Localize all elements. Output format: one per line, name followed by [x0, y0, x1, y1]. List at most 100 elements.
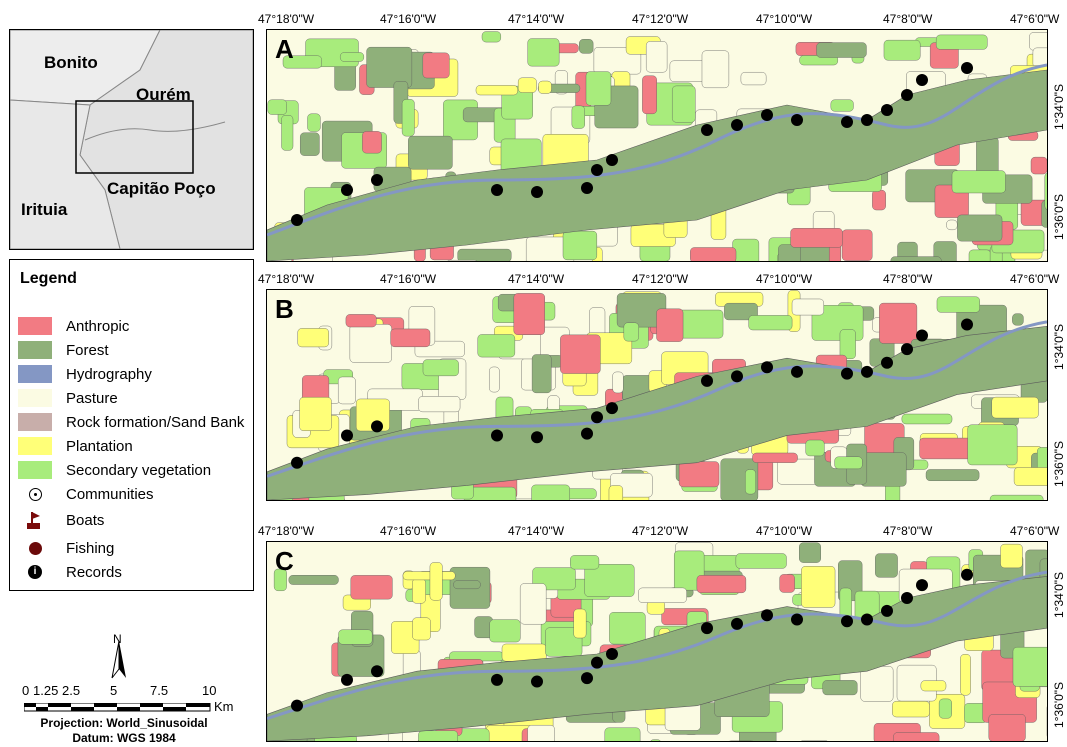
record-marker [291, 699, 303, 712]
legend-item-hydrography: Hydrography [18, 364, 152, 384]
record-marker [841, 116, 853, 128]
record-marker [901, 89, 913, 101]
record-marker [591, 656, 603, 669]
land-cover-patch [800, 740, 828, 741]
record-marker [606, 647, 618, 660]
land-cover-patch [799, 542, 821, 563]
legend-item-forest: Forest [18, 340, 109, 360]
land-cover-patch [481, 31, 501, 43]
inset-map: Bonito Ourém Irituia Capitão Poço [9, 29, 254, 250]
land-cover-patch [350, 575, 393, 600]
land-cover-patch [801, 566, 836, 608]
land-cover-patch [791, 298, 824, 316]
legend: Legend Anthropic Forest Hydrography Past… [9, 259, 254, 591]
legend-label: Hydrography [66, 365, 152, 383]
record-marker [371, 420, 383, 433]
legend-item-boats: Boats [18, 510, 104, 530]
latitude-tick-label: 1°36'0"S [1052, 681, 1066, 728]
land-cover-patch [1000, 543, 1023, 569]
land-cover-patch [839, 329, 856, 359]
land-cover-patch [519, 583, 547, 625]
record-marker [531, 431, 543, 444]
land-cover-patch [919, 437, 974, 460]
land-cover-patch [642, 75, 657, 115]
record-marker [861, 613, 873, 626]
record-marker [291, 214, 303, 226]
land-cover-patch [545, 627, 583, 657]
land-cover-patch [883, 39, 921, 61]
land-cover-patch [307, 113, 321, 132]
land-cover-patch [748, 315, 793, 331]
scale-tick: 0 [22, 683, 30, 698]
land-cover-patch [701, 50, 730, 89]
record-marker [341, 673, 353, 686]
land-cover-patch [1029, 32, 1047, 51]
land-cover-patch [422, 52, 450, 79]
land-cover-patch [892, 701, 930, 718]
latitude-tick-label: 1°34'0"S [1052, 323, 1066, 370]
inset-label-bonito: Bonito [44, 53, 98, 72]
land-cover-patch [745, 469, 756, 495]
latitude-tick-label: 1°34'0"S [1052, 571, 1066, 618]
land-cover-patch [951, 170, 1006, 194]
land-cover-patch [282, 55, 322, 69]
land-cover-patch [841, 229, 873, 261]
land-cover-patch [453, 580, 481, 590]
record-marker [591, 411, 603, 424]
record-marker [881, 604, 893, 617]
land-cover-patch [646, 600, 665, 615]
record-marker [961, 568, 973, 581]
land-cover-patch [412, 578, 426, 604]
land-cover-patch [584, 564, 635, 597]
record-marker [916, 579, 928, 592]
land-cover-patch [579, 39, 594, 54]
latitude-tick-label: 1°36'0"S [1052, 440, 1066, 487]
land-cover-patch [646, 41, 668, 73]
record-marker [961, 318, 973, 331]
legend-title: Legend [20, 270, 77, 287]
land-cover-patch [560, 334, 601, 374]
legend-label: Plantation [66, 437, 133, 455]
longitude-tick-label: 47°10'0"W [756, 12, 813, 26]
record-marker [761, 609, 773, 622]
land-cover-patch [547, 395, 560, 412]
land-cover-patch [527, 38, 560, 67]
longitude-tick-label: 47°14'0"W [508, 272, 565, 286]
longitude-tick-label: 47°14'0"W [508, 12, 565, 26]
land-cover-patch [816, 42, 867, 58]
record-marker [581, 427, 593, 440]
legend-item-communities: Communities [18, 484, 154, 504]
land-cover-patch [408, 135, 453, 170]
record-marker [901, 591, 913, 604]
record-marker [731, 617, 743, 630]
map-panel-b: B [266, 289, 1048, 501]
land-cover-patch [489, 366, 500, 393]
legend-item-records: i Records [18, 562, 122, 582]
legend-label: Secondary vegetation [66, 461, 212, 479]
longitude-tick-label: 47°6'0"W [1010, 12, 1060, 26]
land-cover-patch [740, 72, 767, 86]
record-marker [491, 429, 503, 442]
record-marker [791, 613, 803, 626]
land-cover-patch [1030, 156, 1047, 175]
land-cover-patch [957, 214, 1003, 242]
panel-letter: A [275, 34, 294, 64]
land-cover-patch [678, 461, 720, 488]
latitude-tick-label: 1°36'0"S [1052, 193, 1066, 240]
land-cover-patch [447, 259, 478, 261]
land-cover-patch [609, 612, 646, 645]
record-marker [531, 186, 543, 198]
plantation-swatch [18, 437, 52, 455]
legend-label: Pasture [66, 389, 118, 407]
record-marker [861, 365, 873, 378]
land-cover-patch [1039, 558, 1047, 582]
scale-tick: 10 [202, 683, 217, 698]
map-panel-svg [267, 542, 1047, 741]
longitude-tick-label: 47°12'0"W [632, 524, 689, 538]
land-cover-patch [288, 575, 339, 585]
hydrography-swatch [18, 365, 52, 383]
north-arrow-icon [111, 640, 126, 679]
longitude-tick-label: 47°16'0"W [380, 12, 437, 26]
longitude-tick-label: 47°6'0"W [1010, 524, 1060, 538]
land-cover-patch [967, 424, 1018, 466]
